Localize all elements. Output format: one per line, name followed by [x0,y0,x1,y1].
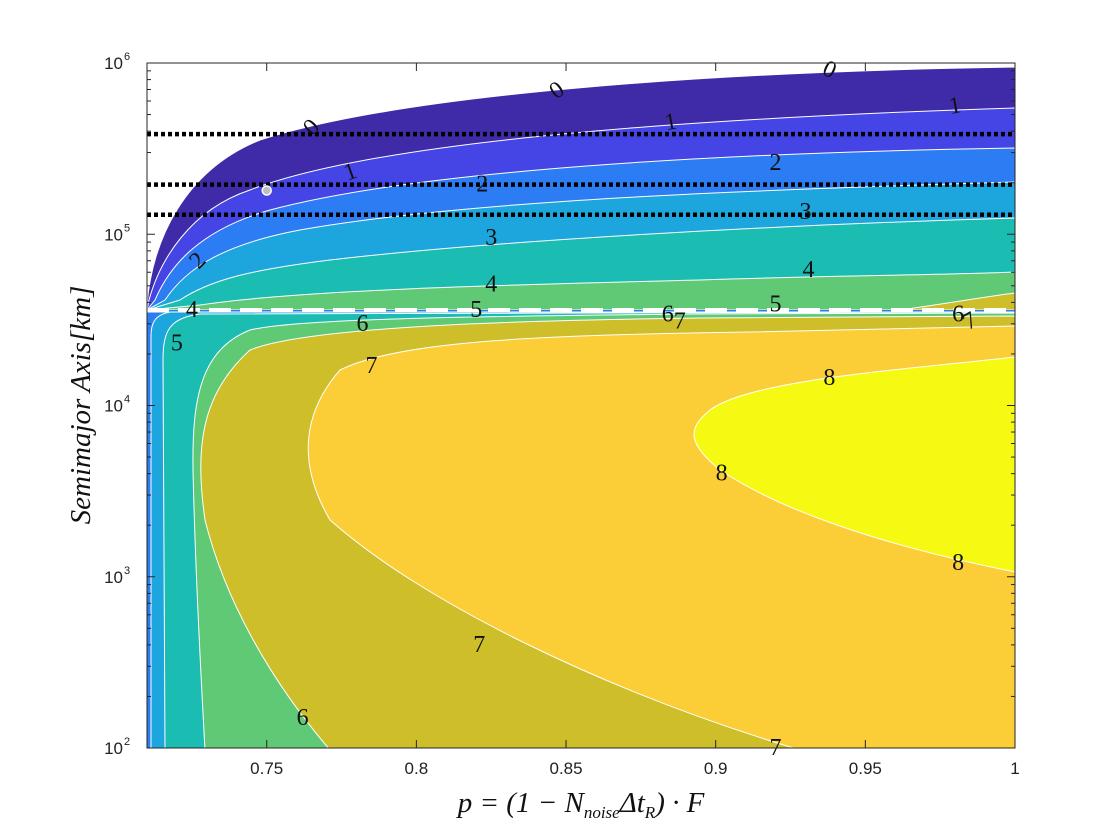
contour-label-5: 1 [947,92,963,120]
reference-lines [147,131,1015,313]
contour-label-27: 8 [716,461,728,487]
y-tick-exponent-0: 2 [124,736,130,748]
contour-label-20: 6 [297,705,309,731]
x-tick-label-1: 0.8 [405,759,429,778]
x-title-sub-1: noise [584,803,620,822]
y-tick-label-4: 10 [104,54,123,73]
y-tick-exponent-3: 5 [124,222,130,234]
y-tick-exponent-1: 3 [124,565,130,577]
contour-label-8: 2 [770,150,782,176]
contour-label-24: 7 [473,632,485,658]
contour-band-lower-9 [693,356,1015,573]
contour-label-18: 6 [662,301,674,327]
y-tick-label-2: 10 [104,397,123,416]
contour-label-28: 8 [952,550,964,576]
contour-label-15: 5 [770,291,782,317]
x-title-part-3: ) · F [653,787,704,819]
contour-label-13: 4 [186,297,198,323]
y-tick-exponent-4: 6 [124,51,130,63]
x-title-part-1: p = (1 − N [456,787,586,819]
contour-label-19: 6 [952,301,964,327]
contour-label-23: 7 [365,353,377,379]
contour-label-16: 5 [171,331,183,357]
x-tick-label-0: 0.75 [250,759,283,778]
contour-label-9: 3 [485,225,497,251]
y-tick-exponent-2: 4 [124,394,130,406]
contour-label-10: 3 [799,199,811,225]
contour-label-17: 6 [357,311,369,337]
x-title-part-2: Δt [619,787,646,819]
x-tick-label-4: 0.95 [849,759,882,778]
contour-label-12: 4 [802,257,814,283]
y-tick-label-3: 10 [104,225,123,244]
x-tick-label-3: 0.9 [704,759,728,778]
x-axis-title: p = (1 − NnoiseΔtR) · F [456,787,705,822]
x-tick-label-5: 1 [1010,759,1019,778]
y-tick-label-1: 10 [104,568,123,587]
contour-band-5 [147,271,1015,311]
contour-label-26: 8 [823,365,835,391]
y-axis-title: Semimajor Axis[km] [65,286,97,525]
contour-label-21: 7 [674,308,686,334]
y-tick-label-0: 10 [104,739,123,758]
marker-layer [261,185,272,196]
contour-label-14: 5 [470,297,482,323]
contour-label-11: 4 [485,271,497,297]
x-title-sub-2: R [644,803,656,822]
data-marker [261,185,272,196]
x-axis-ticks: 0.75 0.8 0.85 0.9 0.95 1 [250,63,1020,778]
contour-label-7: 2 [476,172,488,198]
x-tick-label-2: 0.85 [549,759,582,778]
plot-area [147,63,1015,748]
contour-label-4: 1 [663,109,679,137]
